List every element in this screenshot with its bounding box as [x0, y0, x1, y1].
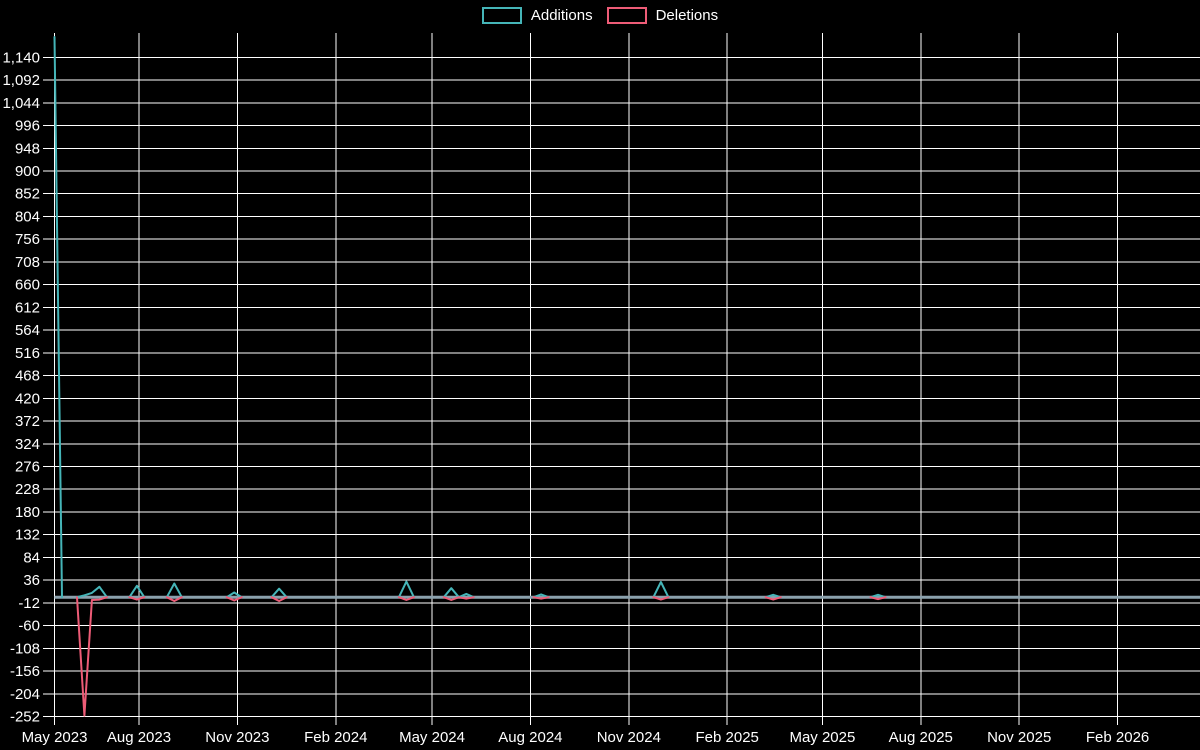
- y-axis-label: 180: [15, 504, 40, 521]
- y-axis-label: -204: [10, 686, 40, 703]
- y-axis-label: -12: [18, 595, 40, 612]
- y-axis-label: -108: [10, 640, 40, 657]
- y-axis-label: -156: [10, 663, 40, 680]
- y-axis-label: 1,044: [2, 95, 40, 112]
- deletions-line: [76, 596, 887, 717]
- deletions-swatch-icon: [606, 7, 647, 24]
- y-axis-label: 612: [15, 299, 40, 316]
- x-axis-label: Feb 2025: [696, 729, 759, 746]
- x-axis-label: Nov 2023: [205, 729, 269, 746]
- x-axis-label: May 2025: [789, 729, 855, 746]
- y-axis-label: 708: [15, 254, 40, 271]
- y-axis-label: -60: [18, 618, 40, 635]
- y-axis-label: 516: [15, 345, 40, 362]
- legend-label-deletions: Deletions: [655, 7, 719, 24]
- y-axis-label: 804: [15, 208, 40, 225]
- x-axis-label: Nov 2025: [987, 729, 1051, 746]
- y-axis-label: 324: [15, 436, 40, 453]
- y-axis-label: 1,140: [2, 49, 40, 66]
- legend-label-additions: Additions: [530, 7, 593, 24]
- legend-item-additions[interactable]: Additions: [481, 7, 593, 24]
- x-axis-label: May 2023: [22, 729, 88, 746]
- x-axis-label: Feb 2024: [304, 729, 367, 746]
- x-axis-label: Aug 2023: [107, 729, 171, 746]
- x-axis-label: Nov 2024: [597, 729, 661, 746]
- y-axis-label: 420: [15, 390, 40, 407]
- y-axis-label: 1,092: [2, 72, 40, 89]
- y-axis-label: 564: [15, 322, 40, 339]
- x-axis-label: Aug 2024: [498, 729, 562, 746]
- y-axis-label: 132: [15, 527, 40, 544]
- x-axis-label: May 2024: [399, 729, 465, 746]
- y-axis-label: 900: [15, 163, 40, 180]
- y-axis-label: 228: [15, 481, 40, 498]
- y-axis-label: 276: [15, 458, 40, 475]
- chart-legend: Additions Deletions: [0, 7, 1200, 24]
- x-axis-label: Feb 2026: [1086, 729, 1149, 746]
- legend-item-deletions[interactable]: Deletions: [606, 7, 719, 24]
- y-axis-label: 948: [15, 140, 40, 157]
- y-axis-label: 372: [15, 413, 40, 430]
- y-axis-label: 996: [15, 118, 40, 135]
- y-axis-label: 660: [15, 277, 40, 294]
- y-axis-label: 468: [15, 368, 40, 385]
- y-axis-label: 756: [15, 231, 40, 248]
- x-axis-label: Aug 2025: [889, 729, 953, 746]
- y-axis-label: -252: [10, 709, 40, 726]
- additions-line: [53, 36, 887, 599]
- y-axis-label: 84: [23, 549, 40, 566]
- y-axis-label: 852: [15, 186, 40, 203]
- additions-swatch-icon: [481, 7, 522, 24]
- y-axis-label: 36: [23, 572, 40, 589]
